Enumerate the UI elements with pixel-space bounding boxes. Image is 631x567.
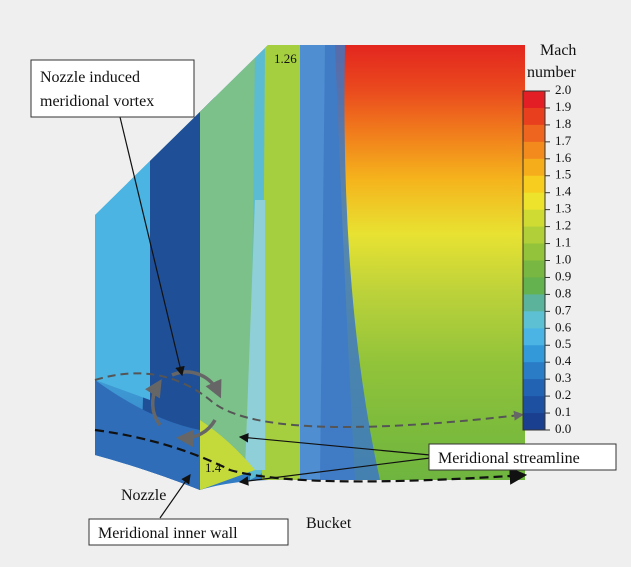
colorbar-tick-label: 1.8 [555,116,571,131]
vortex-label: meridional vortex [40,93,154,110]
colorbar-segment [523,379,545,396]
colorbar-segment [523,159,545,176]
colorbar-tick-label: 1.5 [555,167,571,182]
colorbar-segment [523,362,545,379]
colorbar-segment [523,91,545,108]
colorbar-segment [523,277,545,294]
inner-wall-label: Meridional inner wall [98,525,238,542]
colorbar-tick-label: 0.0 [555,421,571,436]
colorbar-tick-label: 1.1 [555,235,571,250]
colorbar-tick-label: 1.3 [555,201,571,216]
figure: Nozzle induced meridional vortex Meridio… [0,0,631,567]
colorbar-tick-label: 0.9 [555,268,571,283]
colorbar-title: Mach [540,42,576,59]
colorbar-segment [523,413,545,430]
colorbar-segment [523,311,545,328]
colorbar-segment [523,396,545,413]
colorbar-tick-label: 0.6 [555,319,572,334]
colorbar-segment [523,345,545,362]
vortex-label: Nozzle induced [40,69,140,86]
colorbar-tick-label: 0.1 [555,404,571,419]
colorbar-tick-label: 1.2 [555,218,571,233]
colorbar-segment [523,227,545,244]
colorbar-tick-label: 1.4 [555,184,572,199]
colorbar-segment [523,294,545,311]
colorbar-segment [523,142,545,159]
colorbar-tick-label: 1.0 [555,251,571,266]
streamline-label: Meridional streamline [438,450,580,467]
colorbar-tick-label: 1.7 [555,133,572,148]
colorbar-segment [523,193,545,210]
colorbar-segment [523,244,545,261]
colorbar-segment [523,261,545,278]
colorbar-segment [523,210,545,227]
contour-label: 1.26 [274,51,297,66]
colorbar-title: number [527,64,577,81]
nozzle-label: Nozzle [121,487,166,504]
colorbar-tick-label: 0.3 [555,370,571,385]
colorbar-segment [523,176,545,193]
colorbar-tick-label: 1.9 [555,99,571,114]
colorbar-tick-label: 1.6 [555,150,572,165]
colorbar-tick-label: 2.0 [555,82,571,97]
colorbar-segment [523,108,545,125]
colorbar-tick-label: 0.2 [555,387,571,402]
colorbar-tick-label: 0.7 [555,302,572,317]
colorbar-tick-label: 0.4 [555,353,572,368]
colorbar-segment [523,328,545,345]
colorbar-tick-label: 0.8 [555,285,571,300]
colorbar-segment [523,125,545,142]
bucket-label: Bucket [306,515,352,532]
colorbar-tick-label: 0.5 [555,336,571,351]
contour-label: 1.4 [205,460,222,475]
